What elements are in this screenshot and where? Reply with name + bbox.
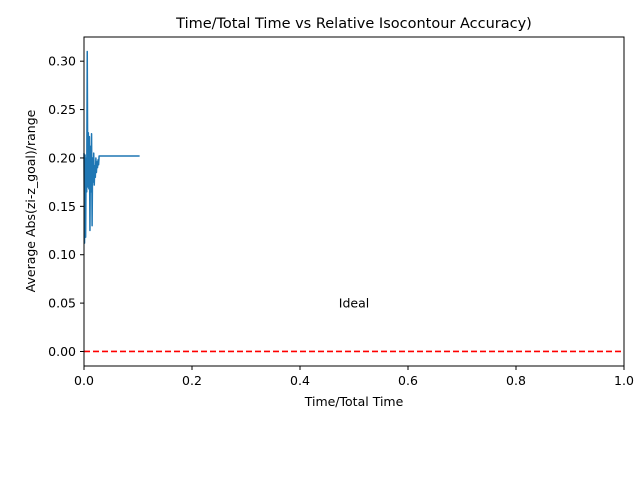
- x-axis-label: Time/Total Time: [304, 394, 404, 409]
- x-tick-label: 1.0: [614, 373, 634, 388]
- y-axis-label: Average Abs(zi-z_goal)/range: [23, 109, 38, 292]
- y-tick-label: 0.20: [48, 150, 76, 165]
- series-line-0: [83, 50, 140, 244]
- y-tick-label: 0.00: [48, 344, 76, 359]
- x-tick-label: 0.0: [74, 373, 94, 388]
- y-tick-label: 0.30: [48, 54, 76, 69]
- x-tick-label: 0.8: [506, 373, 526, 388]
- y-tick-label: 0.05: [48, 296, 76, 311]
- x-tick-label: 0.4: [290, 373, 310, 388]
- x-tick-label: 0.2: [182, 373, 202, 388]
- plot-area: Ideal 0.0 0.2 0.4 0.6 0.8 1.0 0.00 0.05 0.10 0.15 0…: [48, 36, 634, 388]
- x-tick-label: 0.6: [398, 373, 418, 388]
- y-tick-label: 0.10: [48, 247, 76, 262]
- chart-title: Time/Total Time vs Relative Isocontour A…: [175, 16, 532, 32]
- annotation-ideal-label: Ideal: [339, 296, 369, 311]
- axes-frame: [83, 36, 625, 367]
- y-tick-label: 0.15: [48, 199, 76, 214]
- y-tick-label: 0.25: [48, 102, 76, 117]
